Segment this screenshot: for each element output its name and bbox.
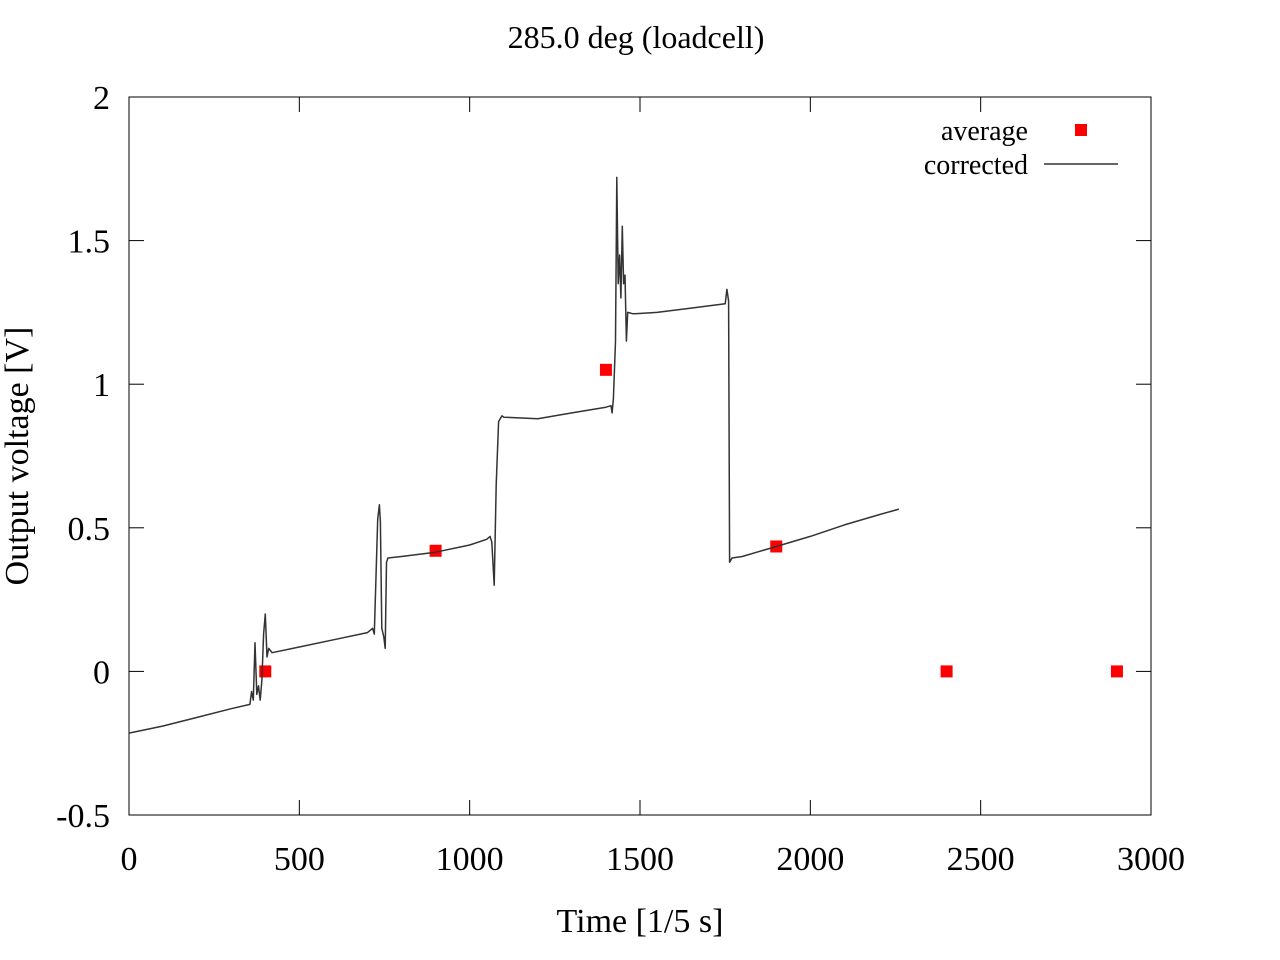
y-tick-label: 1.5	[68, 224, 111, 261]
x-tick-label: 2500	[947, 841, 1015, 878]
x-tick-label: 0	[121, 841, 138, 878]
y-tick-label: 2	[93, 80, 110, 117]
plot-area: 0 500 1000 1500 2000 2500 3000 -0.5 0 0.5 1 1.5 2	[56, 80, 1185, 878]
data-point-average	[940, 665, 953, 678]
y-tick-label: 1	[93, 367, 110, 404]
chart-title: 285.0 deg (loadcell)	[508, 19, 765, 55]
data-point-average	[1110, 665, 1123, 678]
legend-label-corrected: corrected	[924, 150, 1028, 181]
x-tick-label: 2000	[776, 841, 844, 878]
series-line-corrected	[128, 176, 900, 734]
x-tick-label: 1000	[436, 841, 504, 878]
data-point-average	[429, 544, 442, 557]
data-point-average	[259, 665, 272, 678]
data-point-average	[599, 363, 612, 376]
x-tick-label: 3000	[1117, 841, 1185, 878]
x-tick-label: 500	[274, 841, 325, 878]
legend-swatch-average	[1075, 124, 1087, 136]
legend-label-average: average	[941, 116, 1028, 147]
y-tick-label: 0	[93, 654, 110, 691]
plot-frame	[128, 96, 1152, 816]
y-axis-label: Output voltage [V]	[0, 327, 36, 586]
y-tick-label: 0.5	[68, 511, 111, 548]
x-tick-label: 1500	[606, 841, 674, 878]
x-axis-label: Time [1/5 s]	[557, 903, 724, 940]
y-tick-label: -0.5	[56, 798, 110, 835]
